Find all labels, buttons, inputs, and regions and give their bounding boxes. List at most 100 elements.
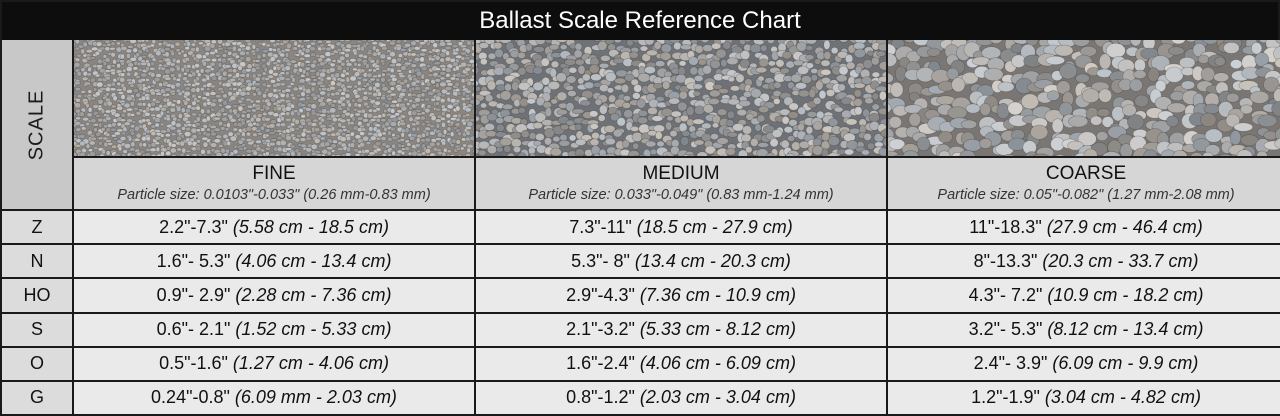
gravel-stone [290,122,296,127]
gravel-stone [105,92,110,97]
gravel-stone [235,72,241,78]
gravel-stone [191,70,197,77]
gravel-stone [120,61,125,66]
gravel-stone [564,58,577,66]
imperial-value: 8"-13.3" [973,250,1038,271]
metric-value: (2.28 cm - 7.36 cm) [235,284,392,305]
imperial-value: 0.9"- 2.9" [156,284,231,305]
gravel-stone [380,76,386,83]
gravel-stone [630,126,640,132]
gravel-stone [626,40,634,47]
gravel-stone [670,145,680,156]
gravel-stone [406,83,411,89]
gravel-stone [736,108,748,117]
gravel-stone [293,63,299,69]
gravel-stone [331,40,336,41]
gravel-stone [123,143,132,149]
gravel-stone [435,141,441,147]
gravel-stone [443,147,448,153]
gravel-stone [399,137,405,142]
gravel-stone [331,139,338,144]
gravel-stone [365,122,371,128]
gravel-stone [468,77,474,82]
gravel-stone [380,136,387,142]
gravel-stone [517,107,526,114]
gravel-stone [295,93,301,98]
gravel-stone [381,61,386,66]
gravel-stone [157,40,164,42]
gravel-stone [547,80,561,90]
gravel-stone [349,75,357,82]
gravel-stone [1236,149,1253,156]
gravel-stone [195,40,199,41]
gravel-stone [349,131,355,137]
gravel-stone [210,107,216,112]
gravel-stone [946,67,959,81]
value-cell: 3.2"- 5.3" (8.12 cm - 13.4 cm) [888,313,1280,346]
gravel-stone [290,150,296,156]
gravel-stone [468,58,474,64]
gravel-stone [172,76,177,82]
gravel-stone [1225,113,1240,128]
chart-grid: SCALE FINE Particle size: 0.0103"-0.033"… [2,40,1280,414]
gravel-stone [334,154,342,156]
gravel-stone [269,79,277,84]
gravel-stone [787,81,795,90]
gravel-stone [74,88,75,92]
gravel-stone [408,105,414,111]
gravel-stone [74,151,78,156]
gravel-stone [289,92,295,98]
gravel-stone [605,71,617,82]
gravel-stone [300,154,307,156]
gravel-stone [340,125,347,129]
gravel-stone [123,121,131,126]
value-cell: 0.24"-0.8" (6.09 mm - 2.03 cm) [74,381,474,414]
gravel-stone [255,116,262,123]
gravel-stone [495,131,507,138]
gravel-stone [502,67,514,76]
gravel-stone [120,131,127,136]
gravel-stone [251,126,258,132]
gravel-stone [1179,56,1196,69]
gravel-stone [310,52,317,57]
gravel-stone [114,153,122,156]
gravel-stone [878,147,886,156]
gravel-stone [1012,40,1030,45]
gravel-stone [206,149,212,155]
gravel-stone [337,140,343,146]
gravel-stone [444,67,452,74]
gravel-stone [105,116,112,121]
gravel-stone [235,131,242,137]
gravel-stone [1240,104,1253,115]
gravel-stone [116,41,121,46]
gravel-stone [105,139,112,143]
gravel-stone [623,109,634,119]
metric-value: (3.04 cm - 4.82 cm) [1044,387,1201,408]
gravel-stone [94,73,101,78]
gravel-stone [135,132,142,139]
gravel-stone [381,45,388,51]
gravel-stone [317,40,323,44]
gravel-stone [119,118,126,122]
gravel-stone [326,150,332,156]
fine-gravel-svg [74,40,474,156]
gravel-stone [264,128,271,133]
gravel-stone [441,93,446,98]
gravel-stone [237,65,243,71]
gravel-stone [80,90,86,94]
gravel-stone [1213,72,1230,83]
gravel-stone [290,143,296,150]
gravel-stone [262,93,268,99]
gravel-stone [228,108,234,114]
gravel-stone [195,145,202,152]
gravel-stone [160,150,165,156]
gravel-stone [781,116,790,125]
gravel-stone [184,67,191,74]
gravel-stone [155,91,162,96]
gravel-stone [344,52,350,58]
gravel-stone [1254,52,1269,67]
gravel-stone [166,116,171,122]
gravel-stone [90,117,97,124]
gravel-stone [589,123,599,130]
gravel-stone [310,122,318,127]
